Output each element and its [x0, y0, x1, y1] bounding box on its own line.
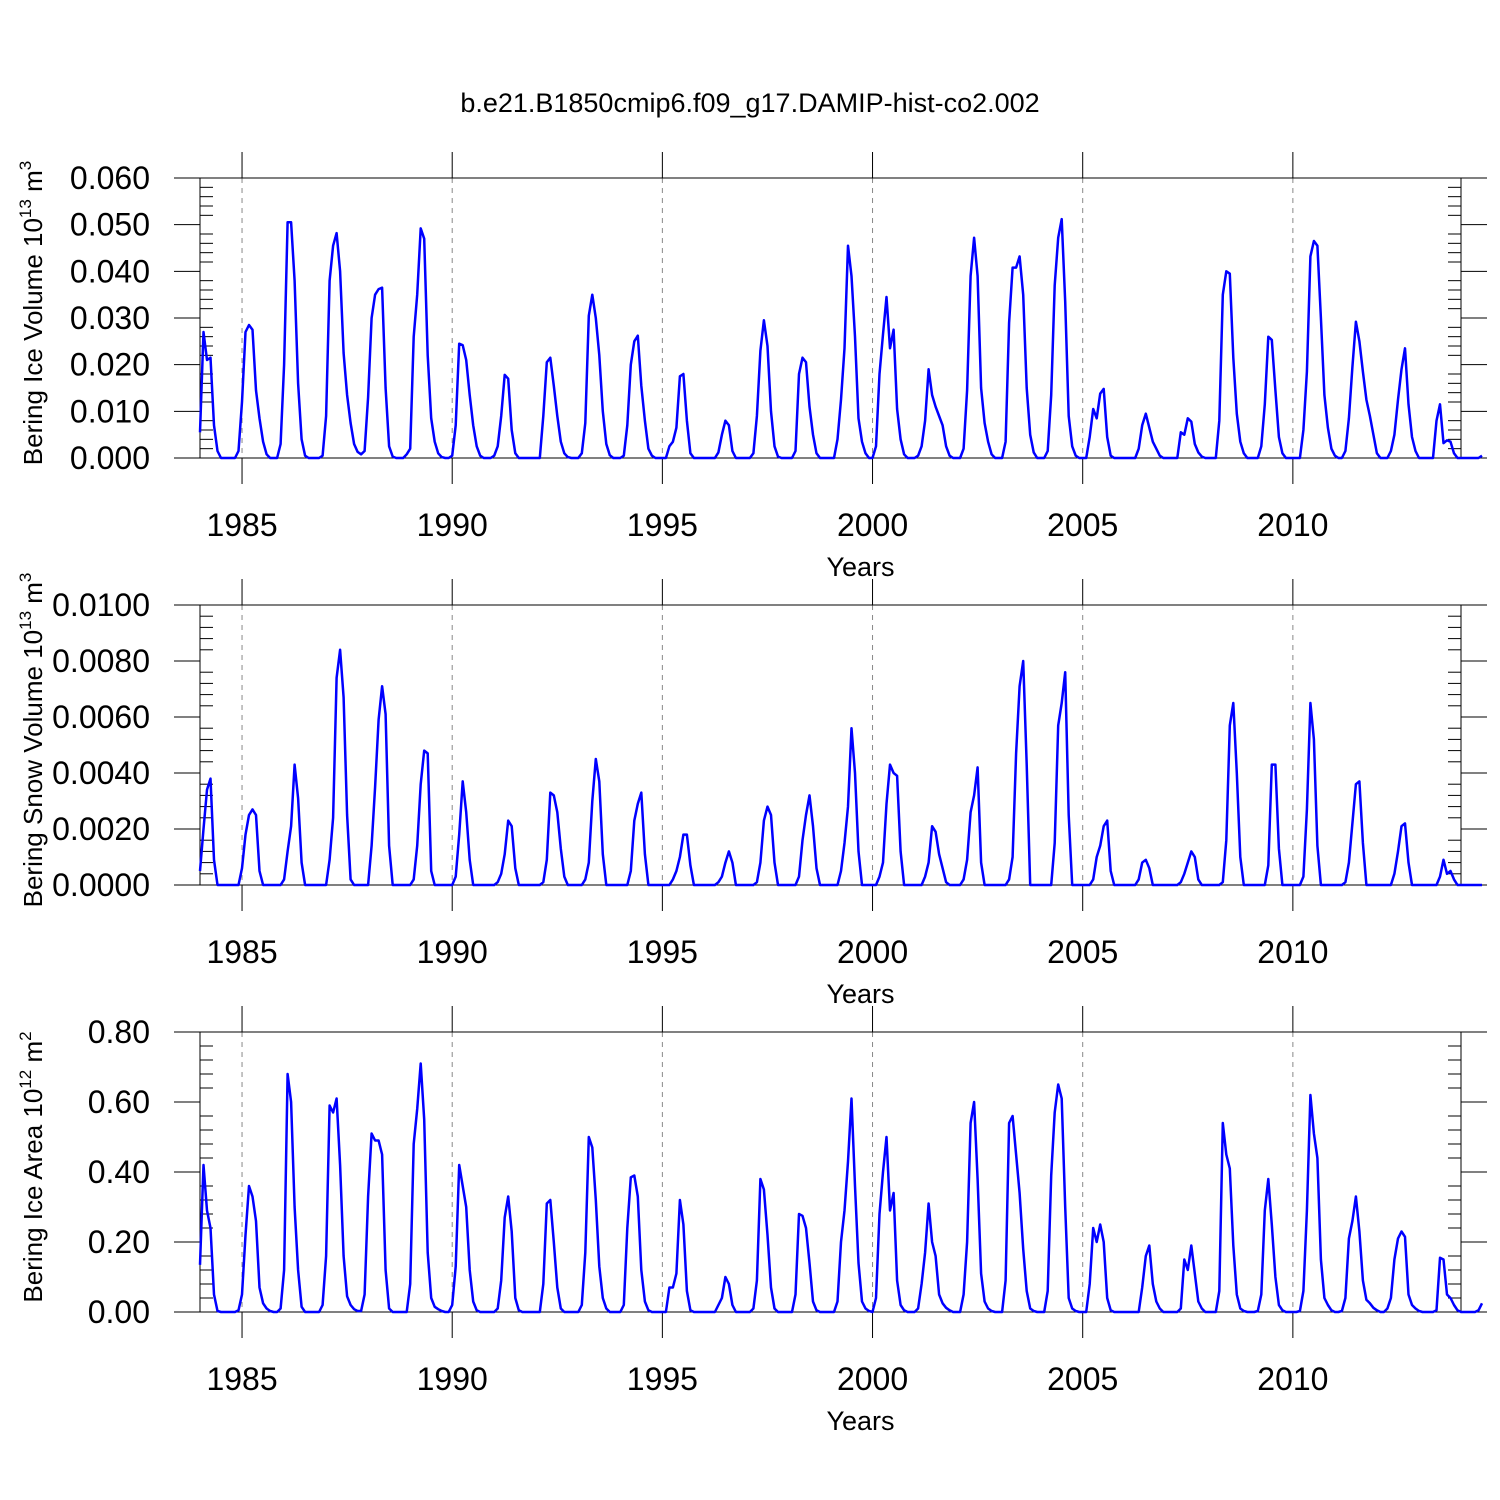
panel-1: 0.000 0.010 0.020 0.030 0.040 0.050 0.060 1985 1… — [16, 152, 1487, 582]
x-tick-label: 2010 — [1257, 1361, 1328, 1397]
y-tick-label: 0.010 — [70, 393, 150, 429]
x-tick-label: 2005 — [1047, 1361, 1118, 1397]
y-axis-label: Bering Ice Area 1012 m2 — [16, 1031, 48, 1302]
x-tick-label: 2005 — [1047, 507, 1118, 543]
y-tick-label: 0.020 — [70, 347, 150, 383]
x-tick-label: 2010 — [1257, 507, 1328, 543]
chart-title: b.e21.B1850cmip6.f09_g17.DAMIP-hist-co2.… — [460, 88, 1039, 118]
x-tick-label: 1990 — [417, 934, 488, 970]
y-tick-label: 0.050 — [70, 207, 150, 243]
y-tick-label: 0.040 — [70, 253, 150, 289]
y-tick-label: 0.0080 — [52, 643, 150, 679]
x-tick-label: 1995 — [627, 507, 698, 543]
x-tick-label: 1985 — [206, 934, 277, 970]
x-tick-label: 2000 — [837, 934, 908, 970]
x-tick-label: 1990 — [417, 1361, 488, 1397]
x-tick-label: 1995 — [627, 934, 698, 970]
panels: 0.000 0.010 0.020 0.030 0.040 0.050 0.060 1985 1… — [16, 152, 1487, 1436]
y-tick-label: 0.060 — [70, 160, 150, 196]
x-tick-label: 1985 — [206, 1361, 277, 1397]
x-tick-label: 1995 — [627, 1361, 698, 1397]
y-tick-label: 0.60 — [88, 1084, 150, 1120]
y-tick-label: 0.00 — [88, 1294, 150, 1330]
panel-2: 0.0000 0.0020 0.0040 0.0060 0.0080 0.0100 1985… — [16, 573, 1487, 1009]
series-line — [198, 217, 1483, 460]
y-tick-label: 0.0100 — [52, 587, 150, 623]
series-line — [198, 1062, 1484, 1314]
series-line — [198, 648, 1482, 887]
plot-frame — [199, 177, 1462, 459]
y-tick-label: 0.20 — [88, 1224, 150, 1260]
plot-frame — [199, 1031, 1462, 1313]
x-tick-label: 2000 — [837, 507, 908, 543]
x-axis-label: Years — [826, 979, 894, 1009]
x-axis-label: Years — [826, 552, 894, 582]
panel-3: 0.00 0.20 0.40 0.60 0.80 1985 1990 1995 2000 2005… — [16, 1006, 1487, 1436]
x-tick-label: 1990 — [417, 507, 488, 543]
y-tick-label: 0.030 — [70, 300, 150, 336]
x-axis-label: Years — [826, 1406, 894, 1436]
y-tick-label: 0.80 — [88, 1014, 150, 1050]
y-tick-label: 0.000 — [70, 440, 150, 476]
y-tick-label: 0.0000 — [52, 867, 150, 903]
y-axis-label: Bering Ice Volume 1013 m3 — [16, 161, 48, 465]
x-tick-label: 2010 — [1257, 934, 1328, 970]
y-tick-label: 0.0060 — [52, 699, 150, 735]
x-tick-label: 2000 — [837, 1361, 908, 1397]
x-tick-label: 1985 — [206, 507, 277, 543]
y-tick-label: 0.0020 — [52, 811, 150, 847]
y-axis-label: Bering Snow Volume 1013 m3 — [16, 573, 48, 908]
y-tick-label: 0.40 — [88, 1154, 150, 1190]
x-tick-label: 2005 — [1047, 934, 1118, 970]
y-tick-label: 0.0040 — [52, 755, 150, 791]
